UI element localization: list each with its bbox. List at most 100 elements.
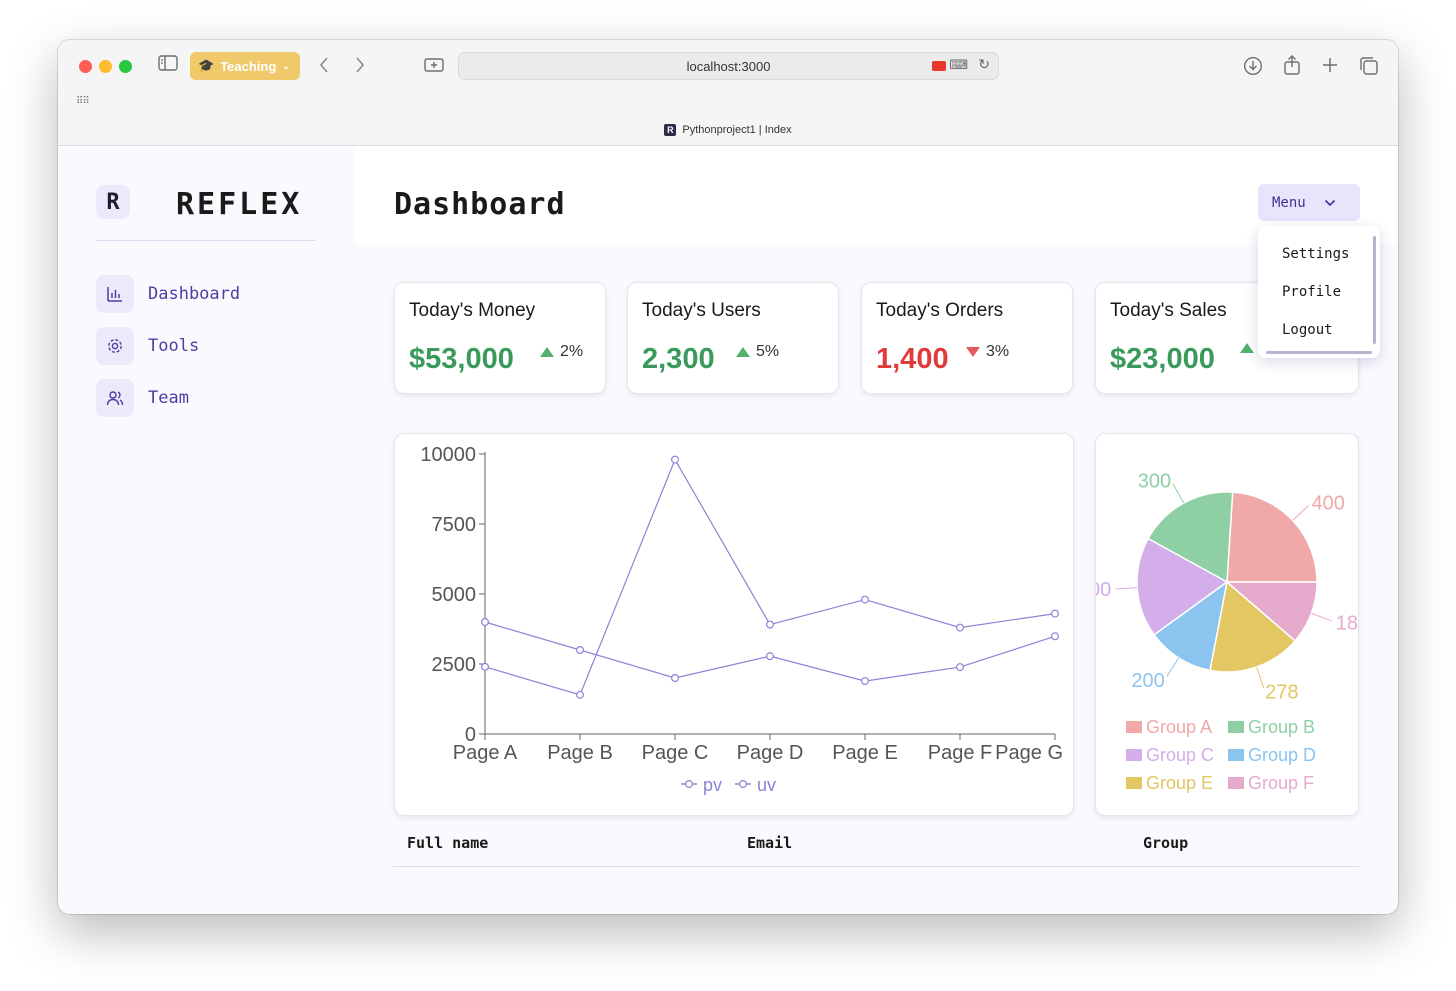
data-point-uv <box>576 646 585 655</box>
stat-change-value: 5% <box>756 343 780 360</box>
y-tick-label: 0 <box>465 724 476 746</box>
profile-switcher[interactable]: 🎓 Teaching ⌄ <box>190 52 300 80</box>
url-text: localhost:3000 <box>686 58 771 74</box>
stat-change-value: 3% <box>986 343 1010 360</box>
data-point-pv <box>766 620 775 629</box>
browser-window: 🎓 Teaching ⌄ localhost:3000 ⌨ ↻ <box>58 40 1398 914</box>
sidebar-item-label: Dashboard <box>148 284 241 304</box>
pie-label-line <box>1166 657 1180 677</box>
camera-recording-icon[interactable] <box>932 61 946 71</box>
pie-data-label: 300 <box>1096 579 1111 601</box>
share-icon[interactable] <box>1283 54 1301 81</box>
sidebar: R REFLEX Dashboard Tools <box>58 147 354 914</box>
page-title: Dashboard <box>394 187 566 222</box>
legend-marker-uv <box>739 780 748 789</box>
series-line-uv <box>484 621 1056 682</box>
minimize-window-button[interactable] <box>99 60 112 73</box>
stat-change: 5% <box>736 343 779 361</box>
trend-up-icon <box>540 347 554 357</box>
close-window-button[interactable] <box>79 60 92 73</box>
legend-label: Group F <box>1248 773 1314 793</box>
menu-item-logout[interactable]: Logout <box>1282 322 1333 338</box>
translate-icon[interactable]: ⌨ <box>949 57 968 72</box>
column-header-full-name[interactable]: Full name <box>407 834 489 852</box>
stat-value: 1,400 <box>876 343 949 375</box>
reflex-favicon-icon: R <box>664 124 677 136</box>
pie-chart-card: 400 300 300 200 278 189 Group A Group B Group C G… <box>1095 433 1359 816</box>
menu-item-settings[interactable]: Settings <box>1282 246 1350 262</box>
legend-swatch <box>1126 749 1142 761</box>
tab-overview-icon[interactable] <box>1359 56 1379 81</box>
active-tab[interactable]: R Pythonproject1 | Index <box>58 124 1398 136</box>
x-tick-label: Page D <box>737 742 804 764</box>
pie-data-label: 300 <box>1138 470 1171 492</box>
legend-swatch <box>1228 749 1244 761</box>
data-point-pv <box>671 455 680 464</box>
new-tab-icon[interactable] <box>1321 56 1339 79</box>
menu-button[interactable]: Menu <box>1258 184 1360 221</box>
sidebar-nav: Dashboard Tools Team <box>96 275 240 431</box>
stat-value: 2,300 <box>642 343 715 375</box>
stat-card-money: Today's Money $53,000 2% <box>394 282 606 394</box>
trend-down-icon <box>966 347 980 357</box>
legend-swatch <box>1126 777 1142 789</box>
pie-label-line <box>1256 666 1265 688</box>
pie-label-line <box>1311 612 1333 622</box>
sidebar-item-tools[interactable]: Tools <box>96 327 240 365</box>
graduation-cap-icon: 🎓 <box>198 58 215 73</box>
sidebar-item-dashboard[interactable]: Dashboard <box>96 275 240 313</box>
pie-data-label: 200 <box>1131 670 1164 692</box>
sidebar-item-team[interactable]: Team <box>96 379 240 417</box>
brand[interactable]: R REFLEX <box>96 185 316 241</box>
column-header-email[interactable]: Email <box>747 834 793 852</box>
menu-item-profile[interactable]: Profile <box>1282 284 1342 300</box>
dropdown-horizontal-scrollbar[interactable] <box>1266 351 1372 354</box>
pie-label-line <box>1292 504 1309 521</box>
y-tick-label: 7500 <box>432 514 477 536</box>
pie-slice-group-c <box>1136 537 1229 636</box>
reload-icon[interactable]: ↻ <box>978 56 990 72</box>
legend-label: uv <box>757 775 776 795</box>
y-tick-label: 10000 <box>420 444 476 466</box>
table-header-divider <box>393 866 1359 867</box>
dropdown-vertical-scrollbar[interactable] <box>1373 236 1376 344</box>
column-header-group[interactable]: Group <box>1143 834 1189 852</box>
users-table: Full name Email Group <box>393 802 1359 906</box>
sidebar-toggle-icon[interactable] <box>158 55 178 76</box>
x-tick-label: Page E <box>832 742 898 764</box>
pie-label-line <box>1172 483 1185 504</box>
pie-slice-group-b <box>1147 491 1234 584</box>
stat-change: 3% <box>966 343 1009 361</box>
address-bar[interactable]: localhost:3000 ⌨ ↻ <box>458 52 999 80</box>
data-point-pv <box>861 595 870 604</box>
zoom-window-button[interactable] <box>119 60 132 73</box>
legend-swatch <box>1126 721 1142 733</box>
legend-label: Group E <box>1146 773 1213 793</box>
menu-dropdown: Settings Profile Logout <box>1258 226 1380 358</box>
data-point-uv <box>480 618 489 627</box>
back-icon[interactable] <box>318 56 330 79</box>
reflex-logo-icon: R <box>96 185 130 219</box>
y-tick-label: 5000 <box>432 584 477 606</box>
legend-label: Group C <box>1146 745 1214 765</box>
tab-title-text: Pythonproject1 | Index <box>682 124 792 136</box>
header: Dashboard Menu <box>354 147 1398 245</box>
browser-toolbar: 🎓 Teaching ⌄ localhost:3000 ⌨ ↻ <box>58 40 1398 146</box>
stat-change-value: 2% <box>560 343 584 360</box>
chevron-down-icon <box>1324 199 1335 206</box>
x-tick-label: Page A <box>453 742 518 764</box>
pie-data-label: 189 <box>1336 612 1359 634</box>
line-chart: 0 2500 5000 7500 10000 Page A Page B Page C Page… <box>420 444 1063 795</box>
legend-label: Group D <box>1248 745 1316 765</box>
pie-data-label: 400 <box>1312 493 1345 515</box>
legend-marker-pv <box>685 780 694 789</box>
chevron-down-icon: ⌄ <box>282 60 290 71</box>
downloads-icon[interactable] <box>1243 56 1263 81</box>
bar-chart-icon <box>96 275 134 313</box>
stat-value: $53,000 <box>409 343 514 375</box>
menu-button-label: Menu <box>1272 194 1306 211</box>
trend-up-icon <box>1240 343 1254 353</box>
forward-icon[interactable] <box>354 56 366 79</box>
apps-grid-icon[interactable]: ⠿⠿ <box>76 96 90 107</box>
new-tab-group-icon[interactable] <box>424 57 444 78</box>
